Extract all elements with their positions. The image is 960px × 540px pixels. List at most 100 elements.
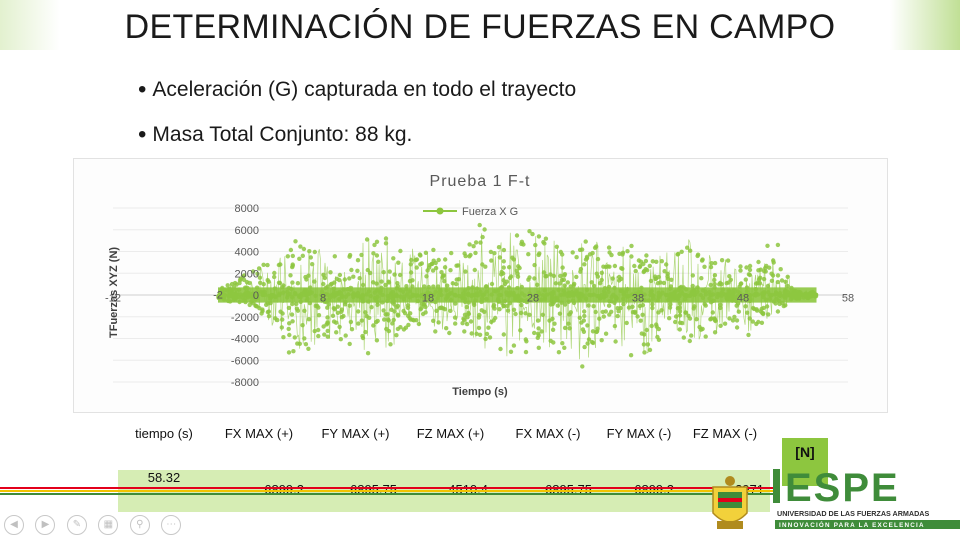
data-point <box>526 252 531 257</box>
data-point <box>513 311 518 317</box>
data-point <box>286 326 291 332</box>
data-point <box>712 317 718 322</box>
data-point <box>300 323 305 328</box>
data-point <box>578 266 584 272</box>
data-point <box>710 310 715 315</box>
data-point <box>405 303 411 308</box>
data-point <box>620 250 626 255</box>
zoom-icon[interactable]: ⚲ <box>129 515 150 535</box>
data-point <box>477 312 482 318</box>
data-point <box>580 327 586 332</box>
data-point <box>736 309 741 314</box>
data-point <box>322 275 328 281</box>
data-point <box>775 242 781 248</box>
data-point <box>288 247 294 253</box>
data-point <box>448 308 453 313</box>
data-point <box>356 309 361 314</box>
data-point <box>687 338 692 344</box>
data-point <box>650 302 655 307</box>
data-point <box>518 328 523 333</box>
pen-icon[interactable]: ✎ <box>66 515 87 535</box>
data-point <box>368 270 373 276</box>
university-crest-icon <box>712 476 748 529</box>
data-point <box>303 342 309 347</box>
data-point <box>413 257 418 263</box>
data-point <box>675 252 680 257</box>
more-icon[interactable]: ⋯ <box>161 515 182 535</box>
data-point <box>543 274 548 279</box>
data-point <box>374 281 379 286</box>
data-point <box>463 269 468 274</box>
data-point <box>316 327 321 333</box>
data-point <box>257 275 263 280</box>
data-point <box>677 313 683 318</box>
data-point <box>347 341 352 347</box>
data-point <box>743 277 748 282</box>
data-point <box>753 281 759 286</box>
data-point <box>293 239 298 244</box>
data-point <box>765 283 771 289</box>
data-point <box>612 263 618 269</box>
data-point <box>290 319 295 324</box>
data-point <box>287 332 292 338</box>
data-point <box>491 318 496 323</box>
data-point <box>550 327 556 332</box>
data-point <box>532 276 537 281</box>
data-point <box>502 281 508 287</box>
data-point <box>558 273 563 279</box>
data-point <box>266 279 271 284</box>
data-point <box>396 313 401 318</box>
data-point <box>341 313 346 319</box>
data-point <box>562 345 567 350</box>
data-point <box>482 227 487 232</box>
header-fx-max-pos: FX MAX (+) <box>224 426 294 441</box>
data-point <box>527 312 532 317</box>
data-point <box>586 337 592 342</box>
data-point <box>567 326 572 331</box>
data-point <box>658 280 663 285</box>
data-point <box>585 323 590 328</box>
slides-icon[interactable]: ▦ <box>98 515 119 535</box>
data-point <box>281 283 286 288</box>
data-point <box>675 306 681 311</box>
data-point <box>492 306 497 311</box>
data-point <box>591 283 597 289</box>
data-point <box>391 317 396 323</box>
data-point <box>454 281 459 287</box>
data-point <box>574 255 579 260</box>
data-point <box>511 343 517 348</box>
data-point <box>606 303 612 308</box>
chart-gridlines <box>113 207 848 383</box>
unit-badge: [N] <box>782 438 828 486</box>
data-point <box>382 317 387 322</box>
previous-icon[interactable]: ◀ <box>4 515 24 535</box>
data-point <box>408 270 414 275</box>
data-point <box>508 349 514 354</box>
data-point <box>255 271 260 276</box>
data-point <box>643 258 649 264</box>
next-icon[interactable]: ▶ <box>35 515 56 535</box>
data-point <box>535 282 540 287</box>
data-point <box>474 331 479 336</box>
data-point <box>519 241 524 247</box>
data-point <box>615 306 620 311</box>
data-point <box>664 262 669 267</box>
data-point <box>779 278 785 283</box>
data-point <box>603 309 608 314</box>
y-tick-label: -2000 <box>231 312 259 324</box>
data-point <box>396 260 401 265</box>
data-point <box>408 262 413 267</box>
x-tick-label: 28 <box>527 293 539 305</box>
data-point <box>328 282 333 287</box>
data-point <box>667 316 672 321</box>
data-point <box>447 330 452 336</box>
data-point <box>659 259 664 264</box>
data-point <box>613 339 618 344</box>
data-point <box>383 282 388 288</box>
data-point <box>301 246 307 252</box>
data-point <box>325 334 330 339</box>
data-point <box>769 278 775 283</box>
slideshow-toolbar: ◀ ▶ ✎ ▦ ⚲ ⋯ <box>4 514 188 536</box>
data-point <box>423 250 429 255</box>
